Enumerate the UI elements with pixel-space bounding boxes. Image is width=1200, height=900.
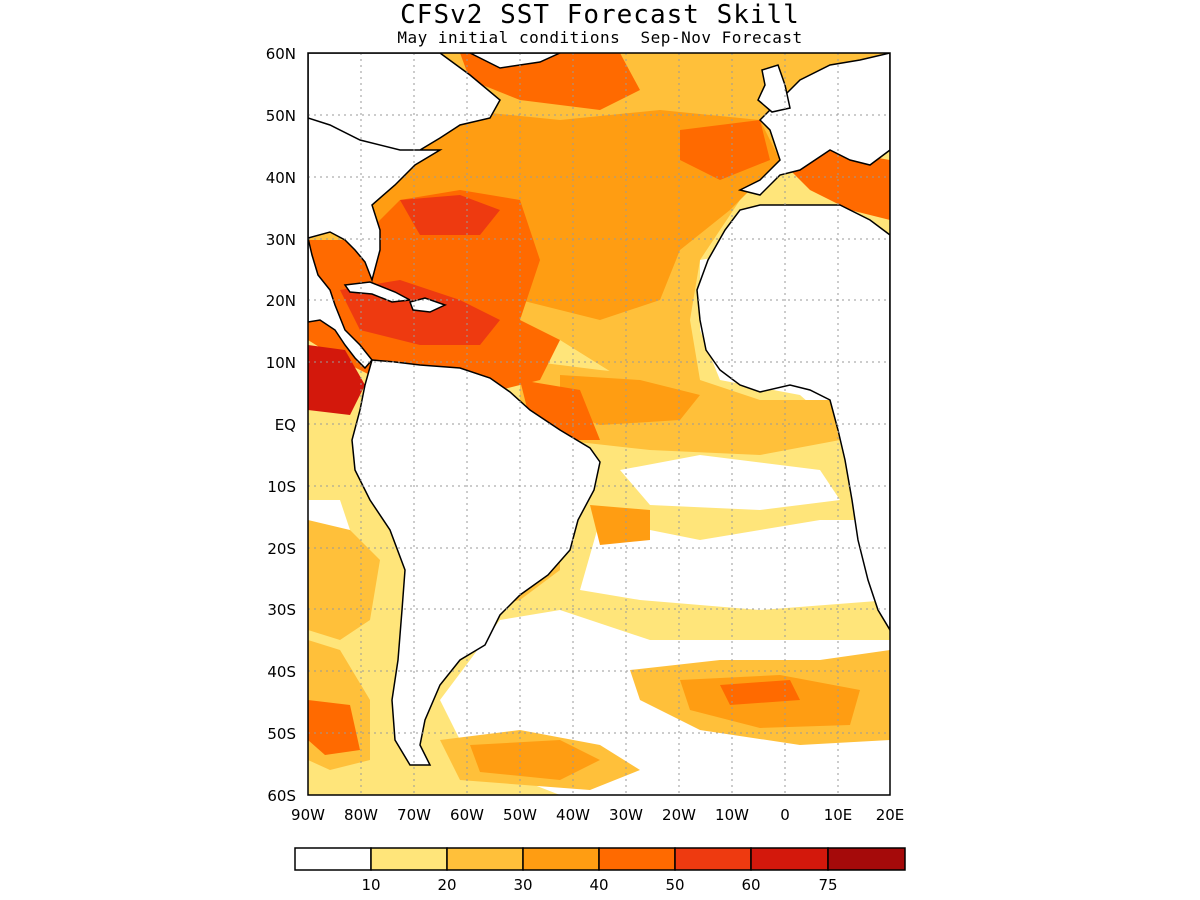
lat-label: 60N bbox=[266, 45, 296, 63]
field-level4-southern bbox=[720, 680, 800, 705]
lat-label: 10N bbox=[266, 354, 296, 372]
lon-label: 80W bbox=[344, 806, 378, 824]
lat-label: 60S bbox=[267, 787, 296, 805]
lat-axis: 60N 50N 40N 30N 20N 10N EQ 10S 20S 30S 4… bbox=[266, 45, 296, 805]
lon-label: 90W bbox=[291, 806, 325, 824]
colorbar-label: 60 bbox=[741, 876, 760, 894]
colorbar-swatch-4 bbox=[598, 847, 676, 871]
field-level3-drake bbox=[470, 740, 600, 780]
lat-label: 30N bbox=[266, 231, 296, 249]
colorbar-swatch-6 bbox=[750, 847, 829, 871]
land-hispaniola bbox=[409, 297, 447, 313]
lat-label: 20N bbox=[266, 292, 296, 310]
skill-field bbox=[308, 53, 890, 795]
colorbar-label: 40 bbox=[589, 876, 608, 894]
map-title: CFSv2 SST Forecast Skill bbox=[400, 0, 800, 30]
field-level3-south-central bbox=[590, 505, 650, 545]
map-subtitle: May initial conditions Sep-Nov Forecast bbox=[397, 28, 803, 47]
colorbar-label: 50 bbox=[665, 876, 684, 894]
colorbar-label: 30 bbox=[513, 876, 532, 894]
lat-label: EQ bbox=[275, 416, 296, 434]
colorbar-swatch-7 bbox=[827, 847, 906, 871]
lat-label: 30S bbox=[267, 601, 296, 619]
colorbar-swatch-1 bbox=[370, 847, 448, 871]
lon-label: 50W bbox=[503, 806, 537, 824]
map-frame bbox=[307, 52, 891, 796]
lat-label: 40N bbox=[266, 169, 296, 187]
land-africa bbox=[696, 204, 890, 632]
lat-label: 50S bbox=[267, 725, 296, 743]
lon-label: 20E bbox=[876, 806, 905, 824]
lon-label: 10W bbox=[715, 806, 749, 824]
lon-axis: 90W 80W 70W 60W 50W 40W 30W 20W 10W 0 10… bbox=[291, 806, 904, 824]
field-level4-mediterranean bbox=[780, 150, 890, 220]
colorbar-label: 75 bbox=[818, 876, 837, 894]
lat-label: 20S bbox=[267, 540, 296, 558]
land-britain bbox=[757, 64, 791, 113]
lon-label: 30W bbox=[609, 806, 643, 824]
lon-label: 10E bbox=[824, 806, 853, 824]
colorbar-label: 10 bbox=[361, 876, 380, 894]
lat-label: 10S bbox=[267, 478, 296, 496]
colorbar-swatch-2 bbox=[446, 847, 524, 871]
lat-label: 50N bbox=[266, 107, 296, 125]
land-north-america bbox=[308, 53, 501, 283]
field-level5-gulf-stream bbox=[400, 195, 500, 235]
lon-label: 40W bbox=[556, 806, 590, 824]
lon-label: 0 bbox=[780, 806, 790, 824]
field-level4-mid-north bbox=[680, 120, 770, 180]
colorbar-label: 20 bbox=[437, 876, 456, 894]
lon-label: 70W bbox=[397, 806, 431, 824]
lat-label: 40S bbox=[267, 663, 296, 681]
field-level3-equatorial bbox=[560, 375, 700, 425]
colorbar-swatch-0 bbox=[294, 847, 372, 871]
field-white-south-central bbox=[580, 520, 890, 610]
lon-label: 20W bbox=[662, 806, 696, 824]
colorbar-swatch-3 bbox=[522, 847, 600, 871]
land-europe bbox=[737, 53, 890, 196]
land-greenland-tip bbox=[469, 53, 561, 69]
grid-lines bbox=[308, 53, 890, 795]
field-level4-chile bbox=[308, 700, 360, 755]
field-level2-southwest-pacific bbox=[308, 520, 380, 640]
lon-label: 60W bbox=[450, 806, 484, 824]
colorbar: 10 20 30 40 50 60 75 bbox=[294, 847, 906, 894]
colorbar-swatch-5 bbox=[674, 847, 752, 871]
